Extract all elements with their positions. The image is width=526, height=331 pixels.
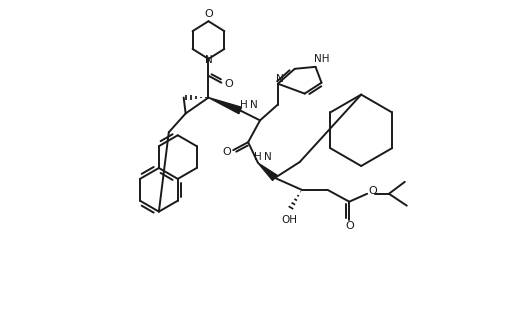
Text: O: O bbox=[345, 221, 353, 231]
Text: N: N bbox=[205, 55, 213, 65]
Text: N: N bbox=[264, 152, 272, 162]
Text: H: H bbox=[254, 152, 262, 162]
Text: N: N bbox=[276, 74, 284, 84]
Text: H: H bbox=[240, 100, 248, 110]
Polygon shape bbox=[258, 163, 277, 180]
Text: N: N bbox=[250, 100, 258, 110]
Text: NH: NH bbox=[313, 54, 329, 64]
Text: O: O bbox=[204, 9, 213, 19]
Text: O: O bbox=[222, 147, 231, 157]
Text: OH: OH bbox=[282, 214, 298, 224]
Polygon shape bbox=[208, 98, 241, 114]
Text: O: O bbox=[369, 186, 378, 196]
Text: O: O bbox=[224, 79, 232, 89]
